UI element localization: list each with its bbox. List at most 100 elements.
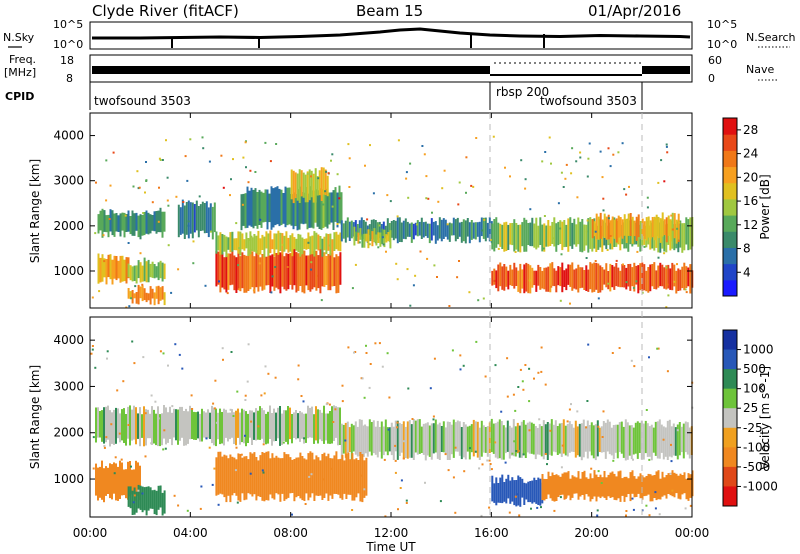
heatmap-speck (286, 266, 289, 268)
heatmap-cell (255, 457, 258, 501)
heatmap-cell (119, 213, 122, 237)
heatmap-cell (139, 407, 141, 447)
heatmap-cell (277, 407, 279, 439)
heatmap-cell (372, 420, 375, 454)
heatmap-cell (267, 451, 270, 501)
heatmap-speck (670, 443, 672, 446)
heatmap-cell (596, 420, 599, 457)
heatmap-cell (285, 231, 288, 250)
colorbar-tick-label: -500 (743, 460, 770, 474)
heatmap-cell (633, 220, 636, 237)
heatmap-cell (539, 478, 542, 506)
heatmap-cell (362, 220, 365, 239)
search-noise-label: N.Search (746, 31, 796, 44)
heatmap-cell (155, 413, 157, 446)
heatmap-cell (497, 264, 500, 292)
heatmap-speck (546, 463, 548, 466)
heatmap-cell (579, 221, 582, 252)
heatmap-speck (94, 232, 97, 235)
heatmap-speck (237, 264, 240, 267)
heatmap-cell (291, 459, 294, 493)
heatmap-cell (205, 412, 207, 439)
heatmap-cell (591, 478, 594, 500)
heatmap-cell (107, 214, 110, 238)
heatmap-cell (509, 264, 512, 286)
heatmap-cell (251, 251, 254, 288)
heatmap-cell (312, 190, 315, 229)
colorbar-swatch (723, 388, 737, 409)
heatmap-speck (550, 285, 553, 288)
heatmap-cell (131, 266, 134, 282)
heatmap-cell (295, 252, 298, 293)
heatmap-speck (261, 469, 264, 472)
heatmap-cell (101, 254, 104, 282)
heatmap-cell (466, 218, 469, 237)
heatmap-cell (273, 256, 276, 291)
heatmap-speck (351, 509, 354, 511)
heatmap-cell (239, 231, 242, 256)
colorbar-tick-label: -25 (743, 421, 763, 435)
heatmap-speck (602, 197, 605, 200)
heatmap-cell (527, 481, 530, 503)
heatmap-cell (492, 423, 495, 454)
heatmap-cell (271, 254, 274, 287)
heatmap-cell (318, 190, 321, 229)
heatmap-speck (132, 185, 135, 188)
heatmap-cell (579, 478, 582, 497)
heatmap-cell (340, 192, 343, 225)
heatmap-speck (323, 478, 325, 481)
heatmap-cell (615, 476, 618, 501)
heatmap-cell (265, 413, 267, 445)
heatmap-cell (370, 422, 373, 456)
heatmap-cell (245, 255, 248, 293)
heatmap-speck (116, 389, 119, 392)
heatmap-cell (333, 257, 336, 286)
heatmap-cell (121, 255, 124, 282)
heatmap-cell (456, 420, 459, 452)
heatmap-cell (406, 421, 409, 459)
heatmap-cell (105, 406, 107, 443)
heatmap-cell (319, 248, 322, 294)
heatmap-cell (283, 452, 286, 501)
heatmap-cell (247, 459, 250, 494)
heatmap-cell (149, 214, 152, 234)
heatmap-cell (287, 454, 290, 498)
heatmap-cell (285, 454, 288, 500)
heatmap-speck (559, 227, 562, 230)
heatmap-cell (179, 406, 181, 441)
heatmap-cell (446, 223, 449, 240)
heatmap-speck (249, 239, 252, 241)
heatmap-speck (365, 344, 367, 347)
heatmap-cell (129, 461, 131, 497)
heatmap-cell (256, 192, 259, 229)
heatmap-speck (137, 229, 140, 232)
heatmap-cell (650, 424, 653, 461)
heatmap-cell (573, 269, 576, 289)
heatmap-speck (213, 467, 216, 470)
heatmap-cell (436, 225, 439, 241)
heatmap-cell (583, 224, 586, 251)
heatmap-cell (622, 426, 625, 458)
heatmap-cell (163, 292, 166, 306)
heatmap-cell (484, 427, 487, 453)
heatmap-cell (390, 221, 393, 238)
heatmap-cell (123, 408, 125, 443)
heatmap-cell (388, 427, 391, 452)
heatmap-cell (119, 413, 121, 443)
heatmap-speck (320, 299, 323, 302)
heatmap-cell (601, 267, 604, 291)
heatmap-speck (230, 351, 233, 353)
colorbar-tick-label: 25 (743, 401, 758, 415)
heatmap-cell (559, 267, 562, 287)
heatmap-speck (170, 291, 173, 294)
heatmap-cell (625, 267, 628, 290)
heatmap-cell (161, 286, 164, 300)
heatmap-cell (536, 427, 539, 455)
heatmap-cell (289, 235, 292, 252)
heatmap-cell (507, 224, 510, 250)
heatmap-cell (107, 405, 109, 440)
heatmap-cell (143, 406, 145, 447)
heatmap-cell (384, 419, 387, 452)
heatmap-cell (217, 235, 220, 251)
heatmap-speck (406, 268, 409, 271)
